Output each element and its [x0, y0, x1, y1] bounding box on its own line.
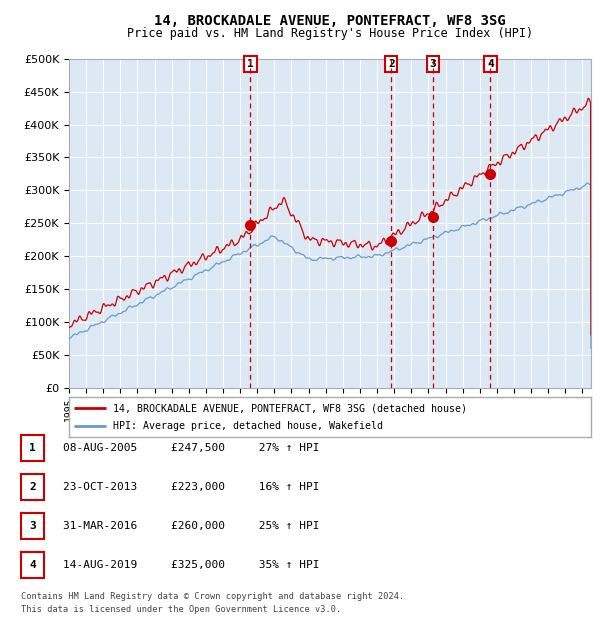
- Text: 3: 3: [430, 59, 436, 69]
- Text: HPI: Average price, detached house, Wakefield: HPI: Average price, detached house, Wake…: [113, 421, 383, 431]
- Text: Contains HM Land Registry data © Crown copyright and database right 2024.: Contains HM Land Registry data © Crown c…: [21, 592, 404, 601]
- Text: Price paid vs. HM Land Registry's House Price Index (HPI): Price paid vs. HM Land Registry's House …: [127, 27, 533, 40]
- Text: 4: 4: [487, 59, 494, 69]
- Text: 3: 3: [29, 521, 36, 531]
- Text: 2: 2: [388, 59, 395, 69]
- Text: This data is licensed under the Open Government Licence v3.0.: This data is licensed under the Open Gov…: [21, 604, 341, 614]
- Text: 1: 1: [29, 443, 36, 453]
- Text: 14, BROCKADALE AVENUE, PONTEFRACT, WF8 3SG (detached house): 14, BROCKADALE AVENUE, PONTEFRACT, WF8 3…: [113, 403, 467, 413]
- Text: 23-OCT-2013     £223,000     16% ↑ HPI: 23-OCT-2013 £223,000 16% ↑ HPI: [63, 482, 320, 492]
- Text: 14, BROCKADALE AVENUE, PONTEFRACT, WF8 3SG: 14, BROCKADALE AVENUE, PONTEFRACT, WF8 3…: [154, 14, 506, 28]
- Text: 31-MAR-2016     £260,000     25% ↑ HPI: 31-MAR-2016 £260,000 25% ↑ HPI: [63, 521, 320, 531]
- Text: 08-AUG-2005     £247,500     27% ↑ HPI: 08-AUG-2005 £247,500 27% ↑ HPI: [63, 443, 320, 453]
- Text: 2: 2: [29, 482, 36, 492]
- Text: 1: 1: [247, 59, 254, 69]
- Text: 4: 4: [29, 560, 36, 570]
- Text: 14-AUG-2019     £325,000     35% ↑ HPI: 14-AUG-2019 £325,000 35% ↑ HPI: [63, 560, 320, 570]
